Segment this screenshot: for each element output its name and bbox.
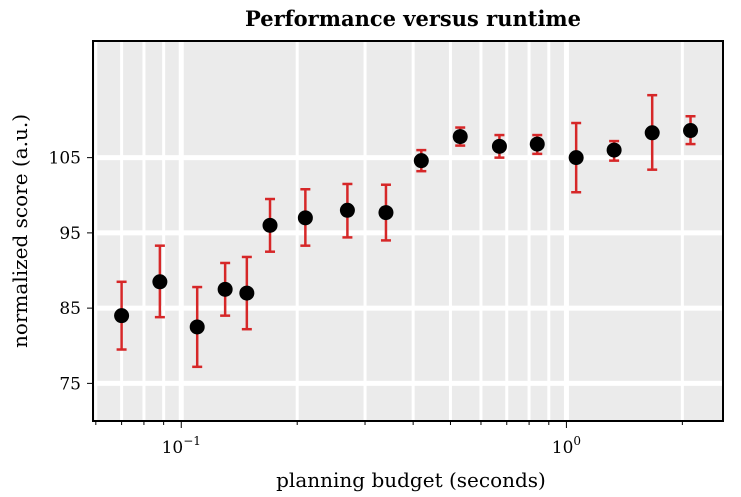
data-points (114, 93, 699, 369)
data-point (189, 285, 205, 369)
x-tick-label: 100 (552, 434, 581, 458)
data-point (152, 244, 168, 319)
point-marker (378, 205, 394, 221)
point-marker (452, 129, 468, 145)
point-marker (239, 285, 255, 301)
data-point (413, 148, 429, 173)
point-marker (413, 153, 429, 169)
point-marker (491, 138, 507, 154)
data-point (239, 255, 255, 331)
x-tick-label: 10−1 (162, 434, 201, 458)
point-marker (606, 142, 622, 158)
data-point (114, 280, 130, 351)
data-point (529, 133, 545, 156)
y-tick-label: 75 (59, 374, 81, 394)
point-marker (114, 308, 130, 324)
point-marker (568, 150, 584, 166)
data-point (606, 139, 622, 162)
data-point (262, 197, 278, 253)
data-point (452, 126, 468, 147)
point-marker (152, 274, 168, 290)
data-point (644, 93, 660, 171)
point-marker (683, 123, 699, 139)
y-tick-label: 95 (59, 224, 81, 244)
point-marker (217, 281, 233, 297)
data-point (568, 121, 584, 194)
plot-frame (92, 40, 724, 422)
point-marker (529, 136, 545, 152)
point-marker (189, 319, 205, 335)
data-point (491, 133, 507, 159)
y-tick-label: 105 (49, 149, 81, 169)
x-axis-label: planning budget (seconds) (276, 468, 546, 492)
data-point (683, 114, 699, 146)
data-point (297, 187, 313, 247)
data-point (339, 182, 355, 239)
grid-lines (93, 41, 723, 421)
point-marker (297, 210, 313, 226)
y-axis-label: normalized score (a.u.) (8, 114, 32, 348)
chart-title: Performance versus runtime (245, 6, 581, 31)
point-marker (644, 125, 660, 141)
data-point (378, 183, 394, 242)
point-marker (262, 217, 278, 233)
data-point (217, 261, 233, 317)
y-tick-label: 85 (59, 299, 81, 319)
axis-ticks: 75 85 95 105 10−1 100 (49, 149, 683, 458)
point-marker (339, 202, 355, 218)
